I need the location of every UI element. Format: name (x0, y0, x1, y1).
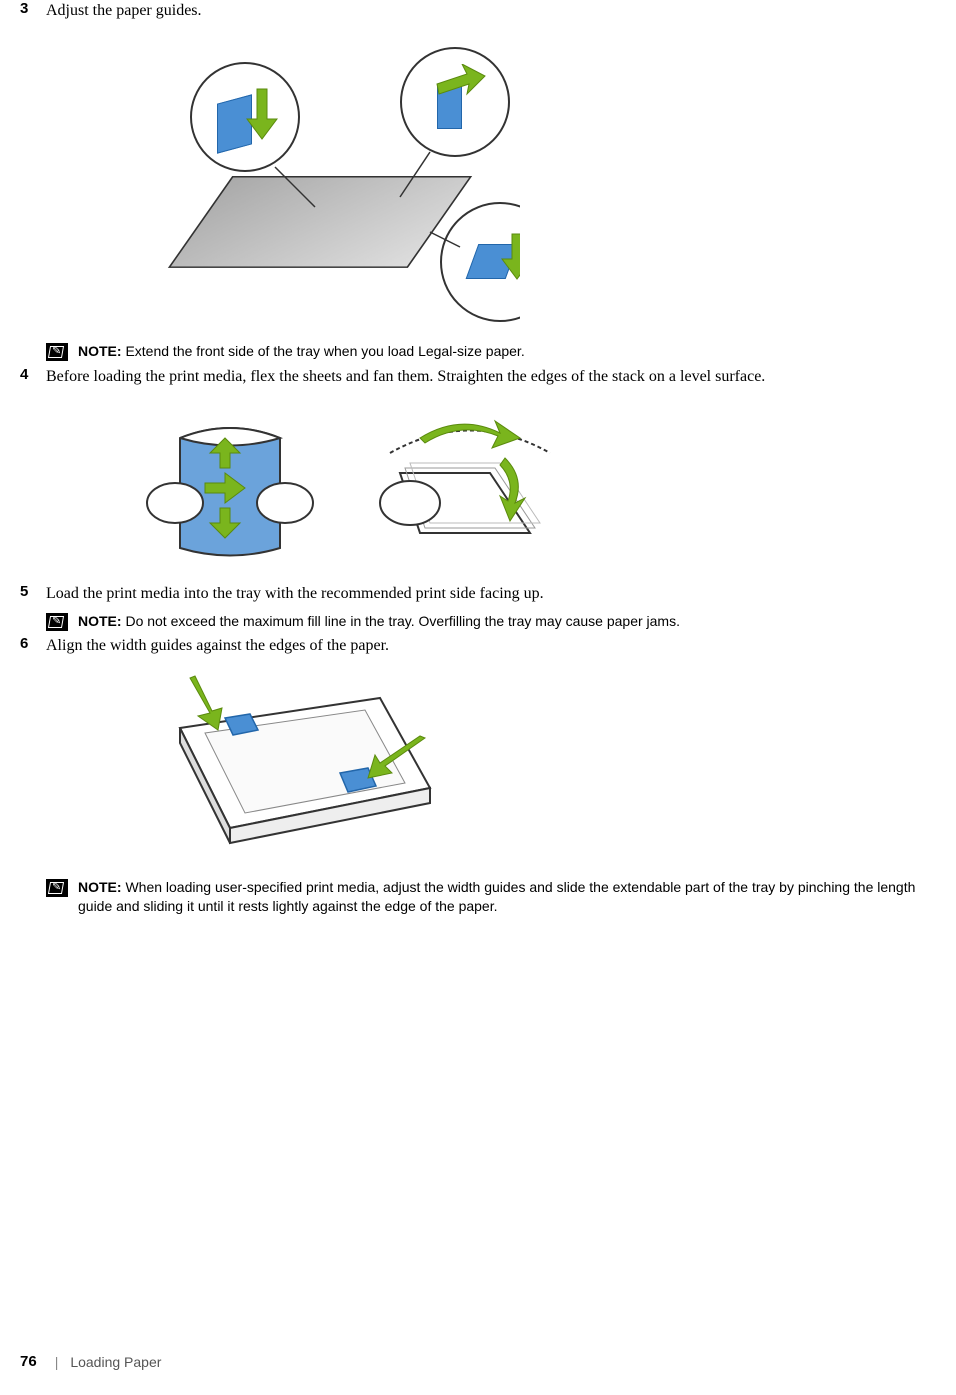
figure-align-guides (120, 668, 936, 868)
step-6: 6 Align the width guides against the edg… (20, 635, 936, 657)
figure-flex-fan (120, 398, 936, 573)
note-text: NOTE: Extend the front side of the tray … (78, 342, 525, 362)
step-4: 4 Before loading the print media, flex t… (20, 366, 936, 388)
step-5: 5 Load the print media into the tray wit… (20, 583, 936, 605)
note-label: NOTE: (78, 613, 122, 629)
note-extend-tray: NOTE: Extend the front side of the tray … (46, 342, 936, 362)
note-body: When loading user-specified print media,… (78, 879, 915, 915)
note-icon (46, 879, 68, 897)
footer-separator: | (55, 1354, 59, 1370)
step-number: 3 (20, 0, 46, 17)
step-number: 4 (20, 366, 46, 383)
note-icon (46, 343, 68, 361)
step-3: 3 Adjust the paper guides. (20, 0, 936, 22)
note-fill-line: NOTE: Do not exceed the maximum fill lin… (46, 612, 936, 632)
step-text: Load the print media into the tray with … (46, 583, 936, 605)
note-label: NOTE: (78, 879, 122, 895)
note-text: NOTE: Do not exceed the maximum fill lin… (78, 612, 680, 632)
step-text: Adjust the paper guides. (46, 0, 936, 22)
note-body: Extend the front side of the tray when y… (122, 343, 525, 359)
page-footer: 76 | Loading Paper (20, 1353, 161, 1370)
figure-paper-guides (120, 32, 936, 332)
step-text: Before loading the print media, flex the… (46, 366, 936, 388)
step-number: 6 (20, 635, 46, 652)
note-body: Do not exceed the maximum fill line in t… (122, 613, 680, 629)
note-icon (46, 613, 68, 631)
page-number: 76 (20, 1353, 37, 1370)
step-text: Align the width guides against the edges… (46, 635, 936, 657)
step-number: 5 (20, 583, 46, 600)
note-user-media: NOTE: When loading user-specified print … (46, 878, 936, 917)
note-text: NOTE: When loading user-specified print … (78, 878, 936, 917)
note-label: NOTE: (78, 343, 122, 359)
footer-title: Loading Paper (70, 1354, 161, 1370)
